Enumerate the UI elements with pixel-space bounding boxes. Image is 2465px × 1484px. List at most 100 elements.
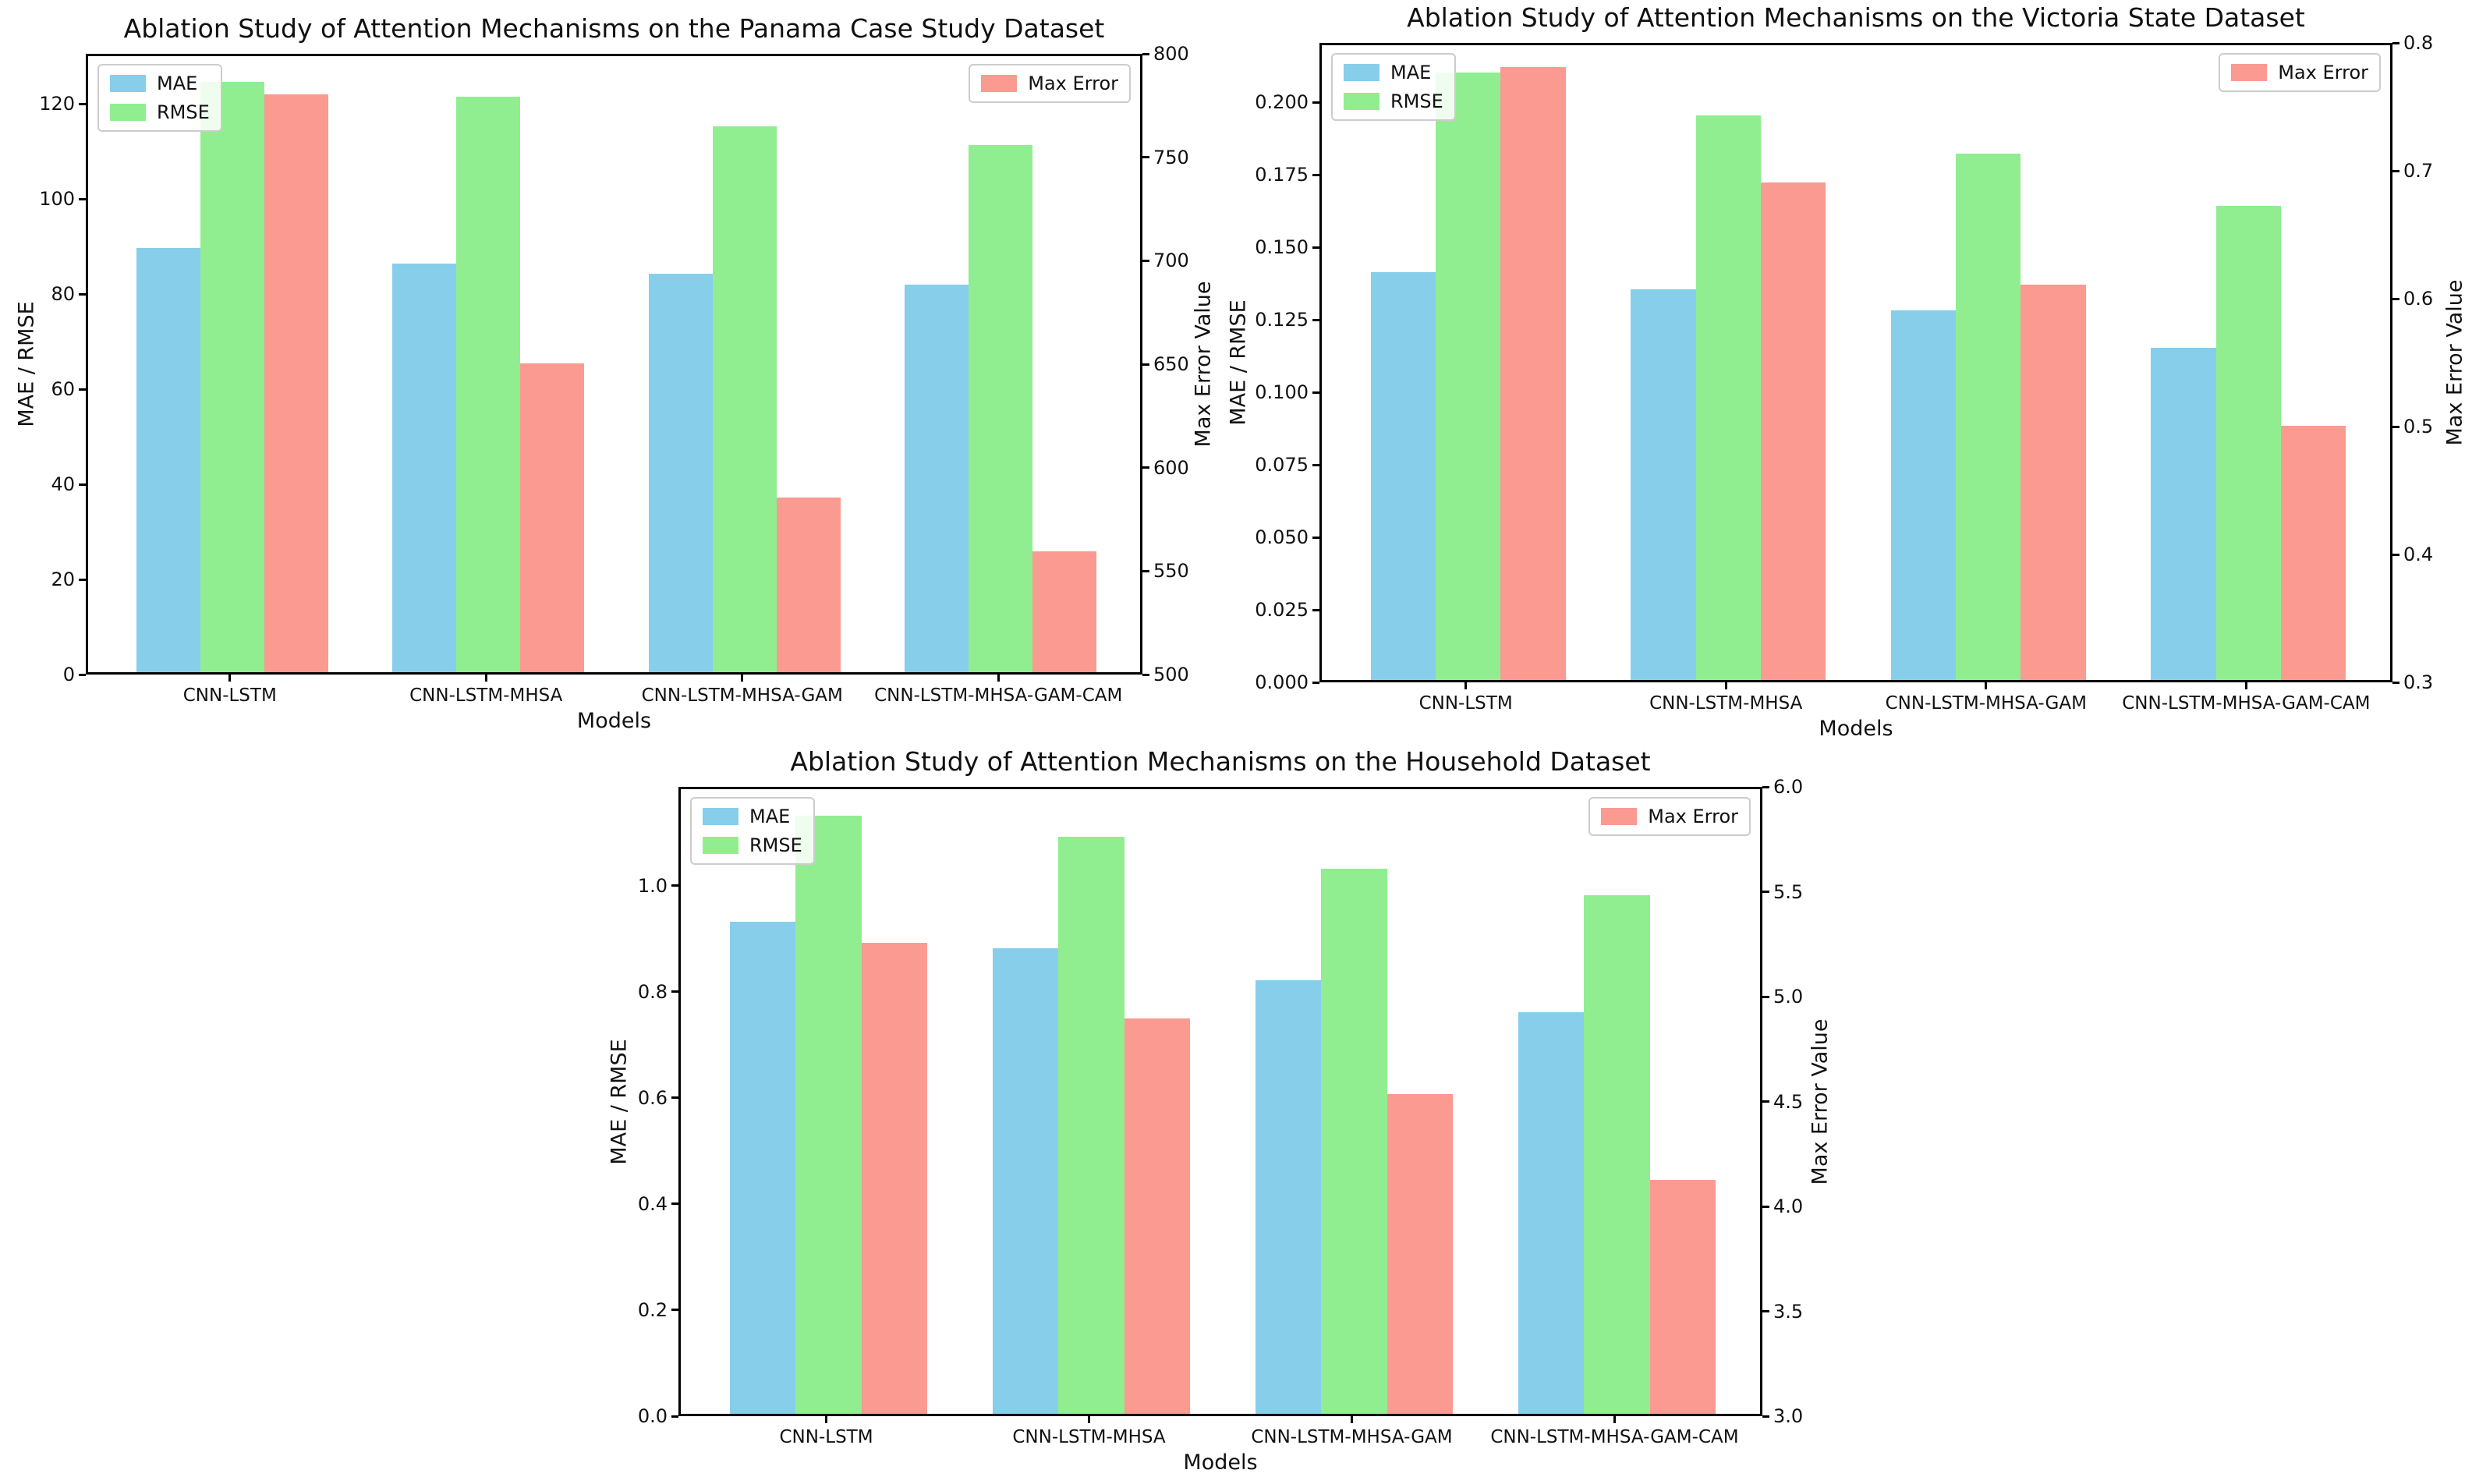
y-axis-label-left: MAE / RMSE bbox=[1226, 299, 1251, 426]
y-axis-tick-label-right: 3.5 bbox=[1773, 1300, 1804, 1323]
x-axis-category-label: CNN-LSTM-MHSA-GAM-CAM bbox=[2122, 693, 2371, 714]
y-axis-label-left: MAE / RMSE bbox=[607, 1038, 632, 1165]
legend-label: Max Error bbox=[2278, 62, 2368, 83]
y-axis-tick-label-right: 0.4 bbox=[2403, 544, 2434, 565]
bar-mae-0 bbox=[136, 247, 200, 672]
legend-item: Max Error bbox=[981, 73, 1118, 94]
bar-max-error-2 bbox=[776, 497, 841, 672]
y-axis-tick-label-left: 1.0 bbox=[637, 874, 668, 897]
y-axis-tick-mark-right bbox=[1762, 891, 1769, 893]
y-axis-tick-label-left: 0.025 bbox=[1255, 599, 1309, 622]
y-axis-tick-mark-left bbox=[671, 1415, 678, 1418]
y-axis-tick-mark-right bbox=[1142, 259, 1149, 262]
y-axis-tick-label-right: 700 bbox=[1153, 250, 1189, 272]
y-axis-tick-mark-right bbox=[2392, 425, 2399, 428]
bar-mae-1 bbox=[392, 263, 457, 672]
x-axis-tick-mark bbox=[997, 675, 1000, 682]
bar-rmse-3 bbox=[969, 145, 1033, 672]
x-axis-category-label: CNN-LSTM-MHSA bbox=[409, 685, 563, 706]
legend-label: Max Error bbox=[1028, 73, 1118, 94]
y-axis-tick-label-right: 3.0 bbox=[1773, 1405, 1804, 1427]
y-axis-tick-mark-right bbox=[1762, 785, 1769, 788]
y-axis-tick-label-right: 0.8 bbox=[2403, 32, 2434, 54]
bar-max-error-0 bbox=[264, 94, 328, 672]
legend-max-error: Max Error bbox=[1588, 797, 1751, 836]
y-axis-tick-mark-right bbox=[1762, 1310, 1769, 1312]
bar-max-error-2 bbox=[1387, 1093, 1453, 1414]
y-axis-tick-mark-right bbox=[1142, 466, 1149, 469]
y-axis-tick-label-left: 0.100 bbox=[1255, 381, 1309, 404]
y-axis-tick-label-left: 0 bbox=[62, 664, 75, 685]
x-axis-category-label: CNN-LSTM bbox=[182, 685, 277, 706]
bar-mae-2 bbox=[648, 274, 713, 672]
x-axis-category-label: CNN-LSTM bbox=[1418, 693, 1513, 714]
y-axis-tick-label-right: 550 bbox=[1153, 560, 1189, 583]
bar-rmse-1 bbox=[456, 97, 521, 672]
y-axis-tick-mark-right bbox=[2392, 169, 2399, 172]
y-axis-tick-label-right: 750 bbox=[1153, 146, 1189, 168]
x-axis-label: Models bbox=[1819, 717, 1893, 741]
y-axis-tick-label-left: 0.075 bbox=[1255, 454, 1309, 476]
y-axis-tick-label-left: 0.0 bbox=[637, 1405, 668, 1427]
bar-mae-1 bbox=[1631, 289, 1696, 680]
y-axis-tick-label-left: 0.175 bbox=[1255, 164, 1309, 186]
plot-area: MAE RMSE Max Error bbox=[678, 787, 1762, 1416]
legend-item: MAE bbox=[1344, 62, 1443, 83]
y-axis-tick-mark-left bbox=[1312, 463, 1319, 466]
legend-item: RMSE bbox=[110, 101, 210, 123]
bar-mae-2 bbox=[1890, 310, 1957, 680]
legend-label: Max Error bbox=[1648, 806, 1738, 827]
y-axis-tick-mark-right bbox=[2392, 41, 2399, 44]
legend-swatch-max_error-icon bbox=[1601, 808, 1638, 825]
y-axis-tick-mark-left bbox=[671, 1202, 678, 1206]
x-axis-category-label: CNN-LSTM-MHSA-GAM bbox=[1251, 1427, 1453, 1447]
y-axis-tick-label-left: 0.200 bbox=[1255, 91, 1309, 114]
y-axis-tick-mark-left bbox=[1312, 681, 1319, 684]
y-axis-tick-label-left: 0.2 bbox=[637, 1298, 668, 1321]
y-axis-tick-label-left: 0.4 bbox=[637, 1192, 668, 1215]
x-axis-tick-mark bbox=[1613, 1416, 1616, 1423]
y-axis-tick-mark-right bbox=[2392, 681, 2399, 684]
x-axis-tick-mark bbox=[1464, 682, 1468, 689]
x-axis-category-label: CNN-LSTM-MHSA-GAM bbox=[1885, 693, 2087, 714]
legend-swatch-rmse-icon bbox=[703, 837, 738, 854]
legend-max-error: Max Error bbox=[969, 64, 1131, 103]
plot-area: MAE RMSE Max Error bbox=[1319, 43, 2392, 682]
y-axis-tick-mark-left bbox=[79, 578, 86, 581]
legend-item: Max Error bbox=[1601, 806, 1738, 827]
x-axis-category-label: CNN-LSTM-MHSA bbox=[1012, 1427, 1166, 1447]
y-axis-tick-label-right: 5.5 bbox=[1773, 880, 1804, 903]
bar-mae-0 bbox=[730, 921, 796, 1414]
y-axis-tick-mark-left bbox=[79, 197, 86, 200]
y-axis-tick-mark-left bbox=[1312, 246, 1319, 249]
y-axis-tick-label-right: 500 bbox=[1153, 664, 1189, 685]
x-axis-category-label: CNN-LSTM-MHSA-GAM-CAM bbox=[874, 685, 1123, 706]
bar-max-error-0 bbox=[1500, 67, 1566, 680]
y-axis-tick-label-left: 0.050 bbox=[1255, 526, 1309, 549]
plot-area: MAE RMSE Max Error bbox=[86, 54, 1142, 675]
x-axis-tick-mark bbox=[825, 1416, 828, 1423]
bar-rmse-3 bbox=[1584, 894, 1650, 1414]
y-axis-tick-label-left: 120 bbox=[39, 93, 75, 115]
bar-rmse-1 bbox=[1695, 115, 1761, 680]
legend-label: RMSE bbox=[1390, 90, 1443, 112]
chart-title: Ablation Study of Attention Mechanisms o… bbox=[123, 13, 1105, 44]
legend-swatch-mae-icon bbox=[110, 75, 146, 92]
y-axis-tick-label-left: 0.125 bbox=[1255, 309, 1309, 331]
legend-mae-rmse: MAE RMSE bbox=[1331, 53, 1456, 121]
y-axis-tick-mark-left bbox=[1312, 391, 1319, 394]
legend-label: MAE bbox=[749, 806, 791, 827]
x-axis-category-label: CNN-LSTM-MHSA-GAM bbox=[641, 685, 843, 706]
legend-item: Max Error bbox=[2231, 62, 2368, 83]
y-axis-tick-label-left: 20 bbox=[51, 568, 75, 590]
y-axis-tick-label-left: 80 bbox=[51, 283, 75, 306]
y-axis-tick-mark-left bbox=[1312, 608, 1319, 611]
bar-rmse-2 bbox=[712, 126, 777, 672]
y-axis-label-right: Max Error Value bbox=[1191, 281, 1216, 448]
y-axis-tick-mark-right bbox=[1142, 156, 1149, 159]
x-axis-category-label: CNN-LSTM bbox=[779, 1427, 873, 1447]
y-axis-label-left: MAE / RMSE bbox=[14, 301, 39, 427]
x-axis-label: Models bbox=[576, 709, 652, 733]
y-axis-tick-mark-left bbox=[79, 102, 86, 105]
chart-victoria: Ablation Study of Attention Mechanisms o… bbox=[1227, 2, 2465, 741]
